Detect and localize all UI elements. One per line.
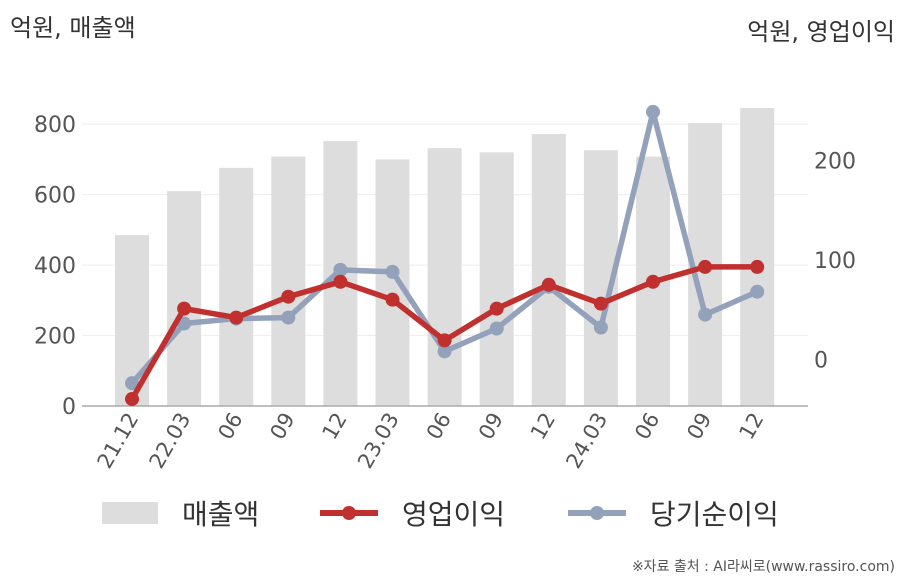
x-axis-ticks: 21.12 22.03 06 09 12 23.03 06 09 12 24.03 06 09 12 — [92, 409, 768, 473]
x-tick-label: 09 — [682, 409, 716, 444]
point-operating-profit — [541, 277, 556, 292]
x-tick-label: 23.03 — [353, 409, 404, 473]
x-tick-label: 24.03 — [561, 409, 612, 473]
point-operating-profit — [750, 259, 765, 274]
x-tick-label: 09 — [265, 409, 299, 444]
bar-revenue — [167, 191, 202, 406]
point-net-income — [333, 262, 348, 277]
bar-revenue — [740, 107, 775, 407]
x-tick-label: 12 — [526, 409, 560, 444]
point-operating-profit — [437, 333, 452, 348]
right-axis-unit-label: 억원, 영업이익 — [747, 18, 895, 46]
point-net-income — [698, 307, 713, 322]
point-operating-profit — [489, 301, 504, 316]
point-net-income — [646, 104, 660, 119]
point-net-income — [281, 310, 296, 325]
left-tick-label: 600 — [34, 184, 76, 209]
legend-label-net: 당기순이익 — [650, 498, 779, 531]
legend-label-revenue: 매출액 — [182, 498, 259, 531]
legend: 매출액 영업이익 당기순이익 — [102, 498, 779, 531]
point-operating-profit — [646, 274, 660, 289]
point-operating-profit — [125, 392, 139, 407]
bar-revenue — [271, 156, 306, 406]
source-credit: ※자료 출처 : AI라씨로(www.rassiro.com) — [632, 559, 895, 575]
right-tick-label: 200 — [814, 150, 856, 175]
point-net-income — [750, 284, 765, 299]
bar-revenue — [479, 152, 514, 406]
point-operating-profit — [177, 301, 192, 316]
point-net-income — [437, 344, 452, 359]
bar-revenue — [375, 159, 410, 406]
point-operating-profit — [385, 292, 400, 307]
line-series — [125, 104, 765, 407]
left-tick-label: 200 — [34, 325, 76, 350]
point-net-income — [489, 321, 504, 336]
bar-revenue — [531, 134, 566, 406]
legend-swatch-operating-marker — [342, 506, 356, 520]
right-tick-label: 100 — [814, 249, 856, 274]
x-tick-label: 12 — [734, 409, 768, 444]
x-tick-label: 06 — [422, 409, 456, 444]
left-tick-label: 800 — [34, 113, 76, 138]
point-operating-profit — [593, 296, 608, 311]
left-axis-ticks: 0 200 400 600 800 — [34, 113, 76, 420]
point-operating-profit — [333, 274, 348, 289]
x-tick-label: 21.12 — [92, 409, 143, 473]
right-axis-ticks: 0 100 200 — [814, 150, 856, 374]
point-net-income — [385, 264, 400, 279]
bar-revenue — [427, 148, 462, 407]
x-tick-label: 22.03 — [145, 409, 196, 473]
left-tick-label: 0 — [62, 395, 76, 420]
bar-revenue — [219, 167, 254, 406]
x-tick-label: 09 — [474, 409, 508, 444]
legend-swatch-net-marker — [590, 506, 604, 520]
point-operating-profit — [229, 310, 244, 325]
point-operating-profit — [698, 259, 713, 274]
bar-series-revenue — [115, 107, 775, 407]
x-tick-label: 06 — [630, 409, 664, 444]
legend-swatch-revenue — [102, 502, 158, 524]
point-net-income — [593, 320, 608, 335]
left-tick-label: 400 — [34, 254, 76, 279]
point-net-income — [125, 376, 139, 391]
x-tick-label: 12 — [318, 409, 352, 444]
point-operating-profit — [281, 289, 296, 304]
left-axis-unit-label: 억원, 매출액 — [10, 14, 136, 42]
right-tick-label: 0 — [814, 348, 828, 373]
legend-label-operating: 영업이익 — [402, 498, 505, 531]
x-tick-label: 06 — [213, 409, 247, 444]
